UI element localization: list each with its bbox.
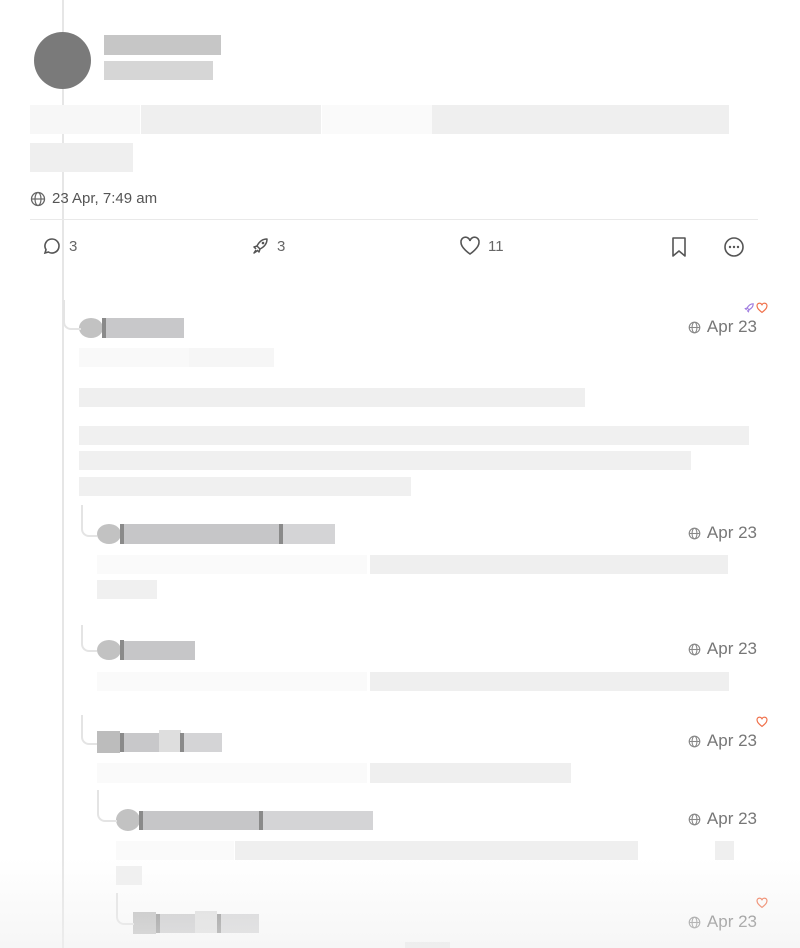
bookmark-button[interactable]	[670, 236, 688, 258]
reply-connector	[81, 715, 97, 745]
reply-avatar[interactable]	[97, 524, 121, 544]
redacted-block	[97, 555, 367, 574]
bookmark-icon	[672, 237, 686, 257]
redacted-block	[106, 318, 184, 338]
favourite-button[interactable]: 11	[459, 236, 504, 256]
redacted-block	[97, 763, 367, 783]
reply-avatar[interactable]	[97, 640, 121, 660]
reply-button[interactable]: 3	[42, 236, 77, 256]
favourite-count: 11	[488, 237, 504, 255]
redacted-block	[235, 841, 638, 860]
reply-reactions	[756, 716, 768, 728]
boost-button[interactable]: 3	[250, 236, 285, 256]
globe-icon	[688, 321, 701, 333]
reply-date-text: Apr 23	[706, 639, 757, 658]
comment-icon	[43, 238, 60, 255]
author-handle-redacted	[104, 61, 213, 80]
redacted-block	[259, 811, 263, 830]
redacted-block	[370, 555, 728, 574]
favourite-reaction-icon	[756, 716, 768, 728]
redacted-block	[184, 733, 222, 752]
reply-connector	[97, 790, 117, 822]
redacted-block	[432, 105, 729, 134]
reply-date[interactable]: Apr 23	[688, 809, 757, 829]
reply-date[interactable]: Apr 23	[688, 731, 757, 751]
more-icon	[724, 237, 744, 257]
redacted-block	[30, 105, 140, 134]
redacted-block	[79, 451, 691, 470]
boost-count: 3	[277, 237, 286, 255]
redacted-block	[139, 811, 143, 830]
heart-icon	[460, 236, 480, 255]
reply-date[interactable]: Apr 23	[688, 317, 757, 337]
redacted-block	[79, 388, 585, 407]
divider	[30, 219, 758, 220]
redacted-block	[97, 672, 367, 691]
reply-reactions	[743, 302, 768, 314]
redacted-block	[180, 733, 184, 752]
rocket-icon	[253, 238, 268, 254]
redacted-block	[79, 426, 749, 445]
reply-connector	[63, 300, 81, 330]
redacted-block	[102, 318, 106, 338]
favourite-reaction-icon	[756, 302, 768, 314]
reply-date-text: Apr 23	[706, 809, 757, 828]
redacted-block	[715, 841, 734, 860]
reply-avatar[interactable]	[79, 318, 103, 338]
redacted-block	[283, 524, 335, 544]
author-avatar[interactable]	[34, 32, 91, 89]
globe-icon	[688, 527, 701, 539]
author-name-redacted[interactable]	[104, 35, 221, 55]
redacted-block	[30, 143, 133, 172]
reply-date-text: Apr 23	[706, 523, 757, 542]
redacted-block	[159, 730, 181, 752]
more-button[interactable]	[723, 236, 745, 258]
reply-avatar[interactable]	[116, 809, 140, 831]
redacted-block	[124, 733, 159, 752]
reply-date-text: Apr 23	[706, 731, 757, 750]
redacted-block	[120, 524, 124, 544]
bottom-fade	[0, 858, 800, 948]
redacted-block	[370, 763, 571, 783]
redacted-block	[116, 841, 234, 860]
redacted-block	[370, 672, 729, 691]
reply-date[interactable]: Apr 23	[688, 523, 757, 543]
globe-icon	[688, 735, 701, 747]
redacted-block	[189, 348, 274, 367]
redacted-block	[322, 105, 432, 134]
redacted-block	[97, 580, 157, 599]
reply-connector	[81, 625, 97, 652]
reply-date[interactable]: Apr 23	[688, 639, 757, 659]
reply-connector	[81, 505, 97, 537]
thread-line	[62, 0, 64, 948]
redacted-block	[79, 348, 189, 367]
reply-count: 3	[69, 237, 78, 255]
post-timestamp[interactable]: 23 Apr, 7:49 am	[30, 190, 157, 207]
redacted-block	[79, 477, 411, 496]
redacted-block	[97, 731, 120, 753]
globe-icon	[688, 813, 701, 825]
globe-icon	[30, 191, 46, 206]
redacted-block	[120, 640, 124, 660]
globe-icon	[688, 643, 701, 655]
redacted-block	[124, 524, 280, 544]
redacted-block	[124, 641, 195, 660]
redacted-block	[143, 811, 259, 830]
redacted-block	[120, 733, 124, 752]
redacted-block	[263, 811, 373, 830]
timestamp-text: 23 Apr, 7:49 am	[52, 190, 158, 207]
boost-reaction-icon	[744, 303, 754, 313]
reply-date-text: Apr 23	[706, 317, 757, 336]
redacted-block	[279, 524, 283, 544]
redacted-block	[141, 105, 321, 134]
